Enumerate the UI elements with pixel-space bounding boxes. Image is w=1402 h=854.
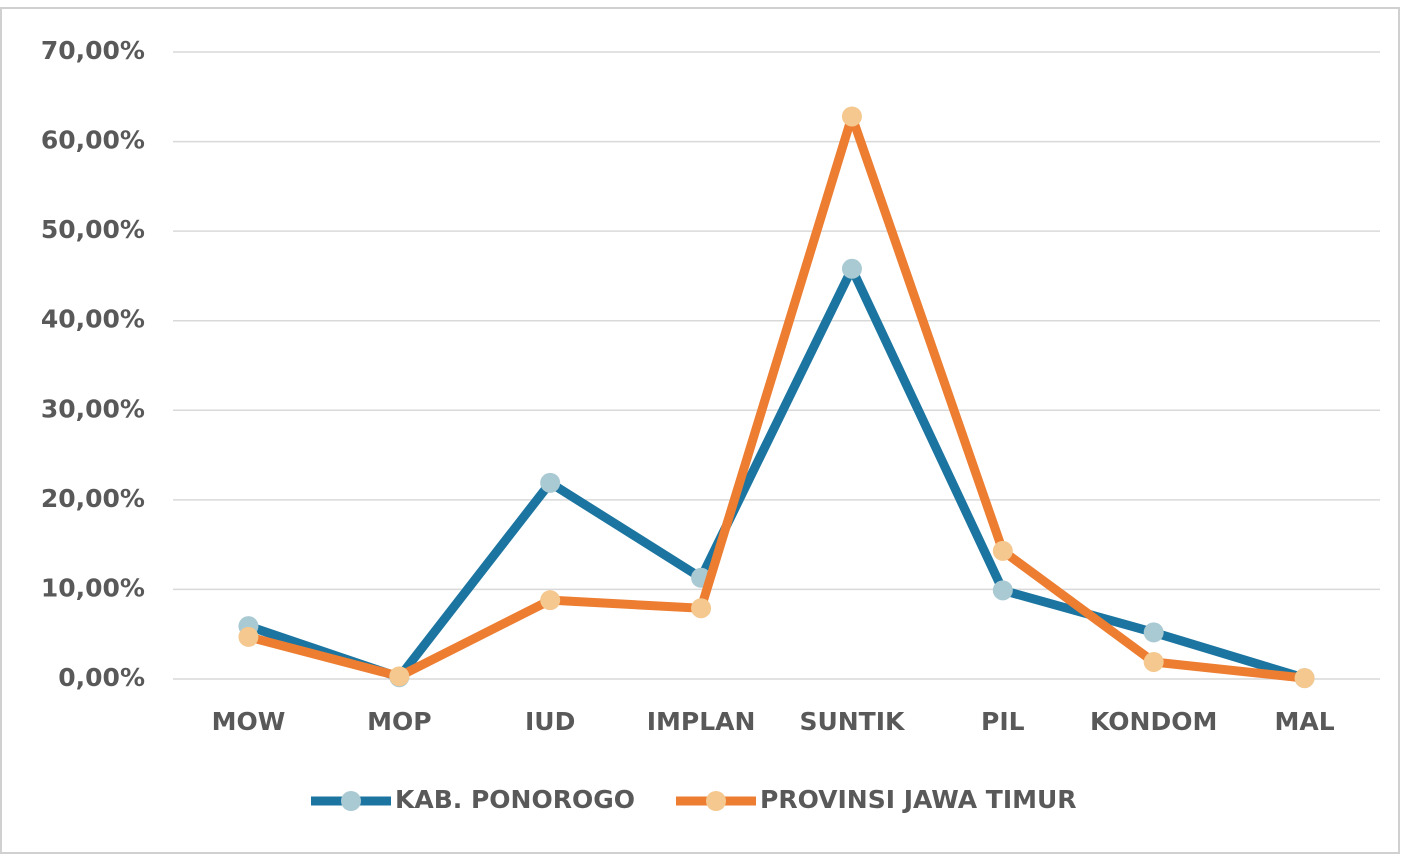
data-point — [238, 626, 259, 647]
data-point — [992, 540, 1013, 561]
x-tick-label: PIL — [981, 707, 1025, 736]
series-line — [246, 264, 1306, 683]
y-tick-label: 40,00% — [41, 305, 145, 334]
legend-marker — [706, 791, 726, 811]
legend-label: KAB. PONOROGO — [395, 785, 635, 814]
y-tick-label: 10,00% — [41, 573, 145, 602]
y-tick-label: 50,00% — [41, 215, 145, 244]
data-point — [691, 598, 712, 619]
y-tick-label: 20,00% — [41, 484, 145, 513]
x-tick-label: MAL — [1274, 707, 1334, 736]
x-tick-label: MOW — [212, 707, 286, 736]
chart-frame — [0, 7, 1400, 854]
y-tick-label: 0,00% — [58, 663, 145, 692]
x-tick-label: KONDOM — [1090, 707, 1217, 736]
data-point — [992, 580, 1013, 601]
legend-marker — [341, 791, 361, 811]
x-tick-label: IUD — [525, 707, 575, 736]
data-point — [389, 666, 410, 687]
data-point — [1143, 651, 1164, 672]
x-tick-label: SUNTIK — [799, 707, 906, 736]
y-tick-label: 30,00% — [41, 394, 145, 423]
data-point — [540, 590, 561, 611]
x-tick-label: IMPLAN — [647, 707, 756, 736]
data-point — [841, 258, 862, 279]
y-tick-label: 60,00% — [41, 126, 145, 155]
y-tick-label: 70,00% — [41, 36, 145, 65]
data-point — [1294, 668, 1315, 689]
data-point — [1143, 622, 1164, 643]
series-line — [247, 111, 1306, 683]
x-tick-label: MOP — [367, 707, 431, 736]
data-point — [841, 106, 862, 127]
legend-label: PROVINSI JAWA TIMUR — [760, 785, 1077, 814]
data-point — [540, 472, 561, 493]
